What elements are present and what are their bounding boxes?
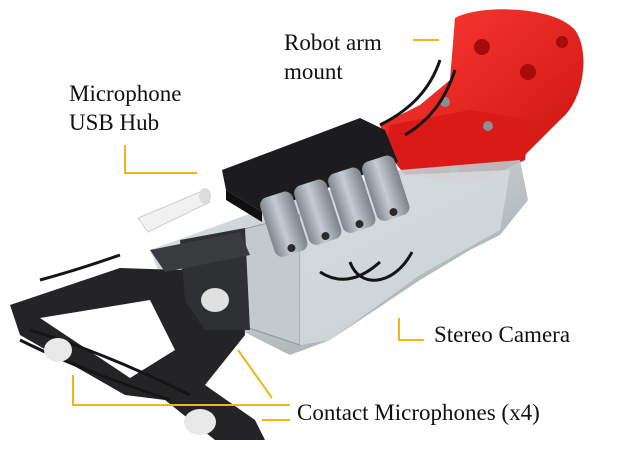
robot-arm-mount-label: Robot arm mount	[284, 30, 382, 84]
robot-arm-mount-part	[380, 9, 584, 185]
usb-cable-plug	[137, 188, 211, 233]
callout-lines	[72, 39, 439, 421]
microphone-usb-hub-label: Microphone USB Hub	[69, 81, 182, 135]
usb-hub-box	[222, 118, 398, 222]
leader-line-camera	[398, 318, 424, 341]
leader-line-hub	[124, 145, 197, 174]
cables	[19, 59, 457, 402]
stereo-camera-label: Stereo Camera	[434, 322, 571, 347]
microphone-modules	[260, 155, 410, 257]
contact-microphones-label: Contact Microphones (x4)	[297, 400, 540, 425]
leader-line-mic-2	[237, 349, 273, 399]
contact-mic-pads	[44, 288, 229, 435]
leader-line-mic-1	[72, 375, 290, 406]
gripper-frame	[10, 228, 265, 440]
